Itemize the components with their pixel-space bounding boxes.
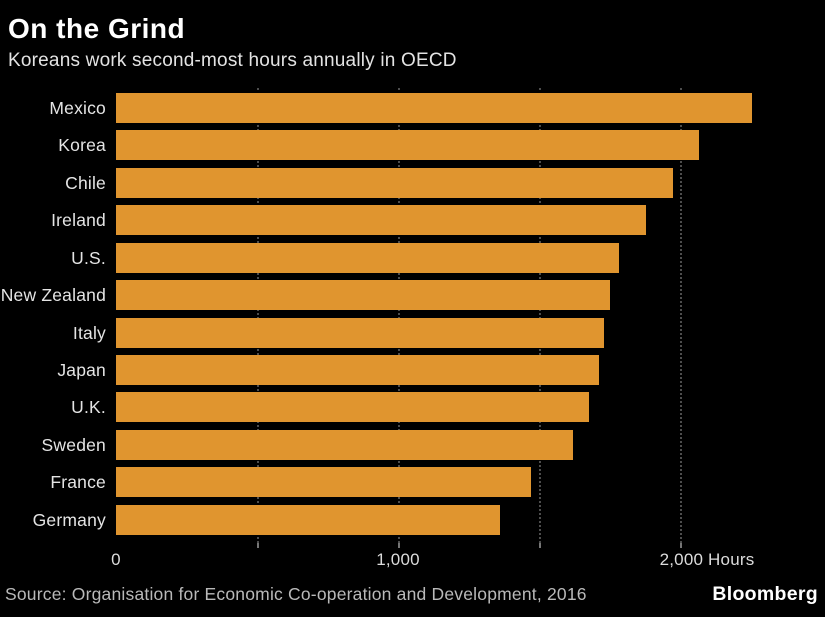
chart-title: On the Grind	[8, 13, 186, 44]
bar-sweden	[116, 429, 574, 460]
plot-area: Mexico Korea Chile Ireland U.S. New Zealand It…	[0, 88, 825, 543]
axis-tick-1000	[398, 543, 400, 548]
axis-tick-label-1000: 1,000	[376, 550, 420, 569]
axis-tick-1500	[539, 543, 541, 548]
category-label-germany: Germany	[32, 509, 106, 530]
axis-tick-label-2000: 2,000 Hours	[659, 550, 755, 569]
gridline-500	[257, 88, 259, 543]
chart-row-france: France	[0, 467, 825, 498]
bloomberg-logo: Bloomberg	[712, 583, 818, 605]
bar-germany	[116, 504, 501, 535]
bar-u-k	[116, 392, 589, 423]
chart-row-chile: Chile	[0, 167, 825, 198]
category-label-u-s: U.S.	[71, 247, 106, 268]
chart-row-u-s: U.S.	[0, 242, 825, 273]
category-label-new-zealand: New Zealand	[0, 285, 106, 306]
gridline-1500	[539, 88, 541, 543]
bar-ireland	[116, 205, 646, 236]
category-label-france: France	[50, 472, 106, 493]
category-label-italy: Italy	[72, 322, 106, 343]
category-label-korea: Korea	[58, 135, 106, 156]
chart-subtitle: Koreans work second-most hours annually …	[8, 50, 457, 71]
chart-row-u-k: U.K.	[0, 392, 825, 423]
chart-row-japan: Japan	[0, 354, 825, 385]
chart-row-new-zealand: New Zealand	[0, 280, 825, 311]
gridline-1000	[398, 88, 400, 543]
chart-row-germany: Germany	[0, 504, 825, 535]
category-label-mexico: Mexico	[49, 98, 106, 118]
category-label-japan: Japan	[57, 359, 106, 380]
source-note: Source: Organisation for Economic Co-ope…	[5, 584, 587, 604]
category-label-u-k: U.K.	[71, 397, 106, 418]
category-label-sweden: Sweden	[41, 434, 106, 455]
bar-italy	[116, 317, 604, 348]
axis-tick-label-0: 0	[111, 550, 121, 569]
chart-row-mexico: Mexico	[0, 93, 825, 123]
bar-japan	[116, 354, 600, 385]
category-label-chile: Chile	[65, 172, 106, 193]
bar-new-zealand	[116, 280, 611, 311]
bar-u-s	[116, 242, 619, 273]
chart-row-ireland: Ireland	[0, 205, 825, 236]
bar-france	[116, 467, 532, 498]
chart-row-korea: Korea	[0, 130, 825, 161]
bar-korea	[116, 130, 700, 161]
chart-row-sweden: Sweden	[0, 429, 825, 460]
gridline-2000	[680, 88, 682, 543]
category-label-ireland: Ireland	[51, 210, 106, 231]
chart-row-italy: Italy	[0, 317, 825, 348]
bar-mexico	[116, 93, 752, 123]
axis-tick-500	[257, 543, 259, 548]
bar-chile	[116, 167, 673, 198]
axis-tick-2000	[680, 543, 682, 548]
x-axis: 0 1,000 2,000 Hours	[0, 543, 825, 578]
